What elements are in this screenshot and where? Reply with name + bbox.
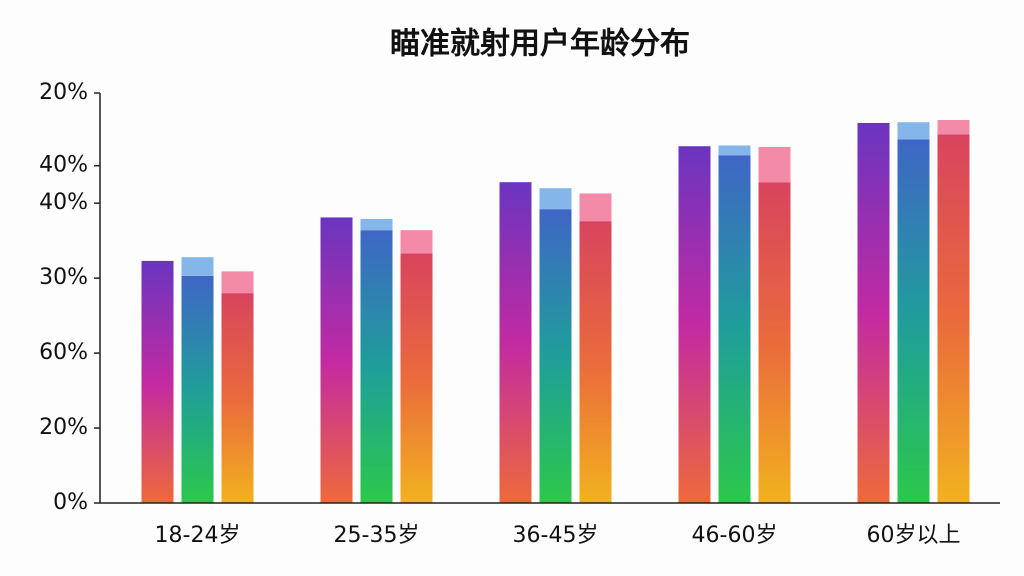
bar-cap	[937, 119, 970, 135]
bar-cap	[718, 145, 751, 156]
y-tick-label: 30%	[39, 265, 88, 290]
bar	[758, 182, 791, 503]
bar	[320, 217, 353, 503]
bar	[221, 293, 254, 503]
bar	[539, 209, 572, 504]
x-tick-label: 25-35岁	[334, 523, 420, 548]
bar	[857, 122, 890, 503]
bar-cap	[758, 146, 791, 183]
chart-title: 瞄准就射用户年龄分布	[390, 27, 690, 62]
y-tick-label: 0%	[53, 490, 88, 515]
x-tick-label: 18-24岁	[155, 523, 241, 548]
bar	[499, 182, 532, 503]
x-tick-label: 60岁以上	[867, 523, 961, 548]
x-tick-label: 36-45岁	[513, 523, 599, 548]
bar-cap	[221, 271, 254, 294]
bar	[400, 253, 433, 503]
x-tick-label: 46-60岁	[692, 523, 778, 548]
bar-cap	[539, 188, 572, 210]
bar-cap	[400, 230, 433, 254]
y-tick-label: 20%	[39, 415, 88, 440]
bar	[718, 155, 751, 503]
y-tick-label: 20%	[39, 80, 88, 105]
y-tick-label: 40%	[39, 153, 88, 178]
bar	[141, 260, 174, 503]
y-tick-label: 40%	[39, 190, 88, 215]
bar	[360, 230, 393, 503]
bar-cap	[579, 193, 612, 222]
y-tick-label: 60%	[39, 340, 88, 365]
bar	[181, 275, 214, 503]
bar-cap	[360, 218, 393, 231]
bar	[897, 139, 930, 503]
bar-cap	[897, 122, 930, 140]
bar	[678, 146, 711, 504]
bar-cap	[181, 257, 214, 276]
bar	[579, 221, 612, 503]
bar	[937, 134, 970, 504]
